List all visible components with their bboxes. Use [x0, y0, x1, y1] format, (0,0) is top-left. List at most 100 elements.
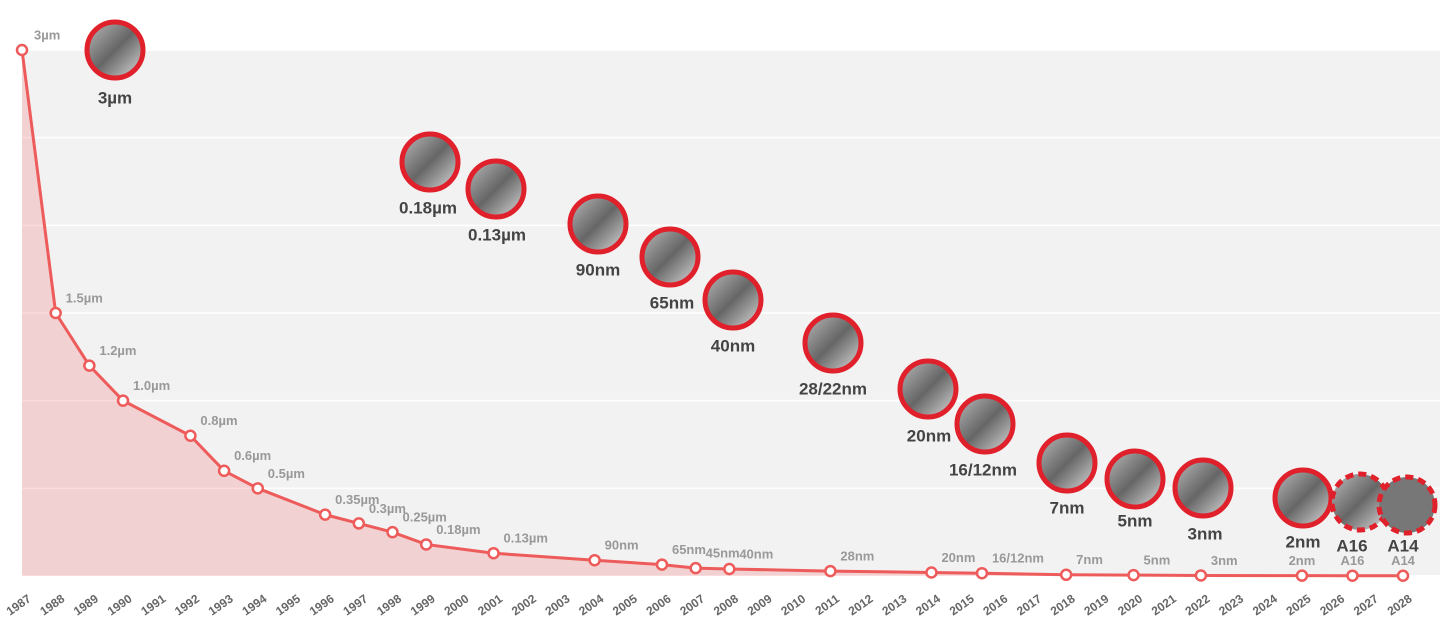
x-tick-label: 2000 — [442, 591, 472, 618]
x-tick-label: 1989 — [71, 591, 101, 618]
value-label: 65nm — [672, 542, 706, 557]
annotation: 90nm — [576, 260, 620, 279]
x-tick-label: 1990 — [105, 591, 135, 618]
point — [1059, 568, 1073, 582]
point — [925, 566, 938, 579]
value-label: 3nm — [1211, 553, 1238, 568]
annotation: 16/12nm — [949, 460, 1017, 479]
x-tick-label: 2017 — [1014, 591, 1044, 618]
x-tick-label: 2019 — [1081, 591, 1111, 618]
point — [386, 525, 399, 539]
point — [83, 359, 96, 372]
value-label: 0.25µm — [403, 510, 447, 525]
value-label: 3µm — [34, 27, 60, 42]
x-tick-label: 1992 — [172, 591, 202, 618]
point — [1194, 569, 1208, 582]
point — [318, 508, 332, 521]
x-tick-label: 2007 — [677, 591, 707, 618]
value-label: A16 — [1341, 553, 1365, 568]
node-image — [639, 226, 701, 288]
point — [116, 394, 130, 407]
point — [487, 546, 500, 560]
x-tick-label: 1988 — [37, 591, 67, 618]
annotation: 20nm — [907, 426, 951, 445]
x-tick-label: 2002 — [509, 591, 539, 618]
annotation: 40nm — [711, 336, 755, 355]
node-image — [702, 269, 764, 331]
value-label: 1.0µm — [133, 378, 170, 393]
x-tick-label: 2026 — [1317, 591, 1347, 618]
point — [1346, 569, 1359, 582]
x-tick-label: 2003 — [543, 591, 573, 618]
point — [1295, 569, 1309, 582]
node-image — [1036, 432, 1098, 494]
point — [1396, 569, 1410, 583]
point — [824, 564, 837, 578]
x-tick-label: 2020 — [1115, 591, 1145, 618]
point — [975, 566, 989, 580]
x-tick-label: 2011 — [813, 591, 843, 618]
node-image — [84, 19, 146, 81]
value-label: 28nm — [840, 549, 874, 564]
annotation: 3nm — [1188, 524, 1223, 543]
annotation: A16 — [1336, 536, 1367, 555]
annotation: 2nm — [1286, 532, 1321, 551]
value-label: 7nm — [1076, 552, 1103, 567]
value-label: A14 — [1391, 553, 1416, 568]
x-tick-label: 2016 — [980, 591, 1010, 618]
annotation: 3µm — [98, 88, 132, 107]
x-tick-label: 2008 — [711, 591, 741, 618]
value-label: 0.18µm — [436, 522, 480, 537]
value-label: 0.6µm — [234, 448, 271, 463]
point — [588, 553, 601, 567]
value-label: 20nm — [941, 550, 975, 565]
x-tick-label: 2014 — [913, 591, 943, 618]
node-image — [1376, 474, 1438, 536]
node-image — [897, 358, 959, 420]
annotation: 28/22nm — [799, 379, 867, 398]
annotation: A14 — [1387, 536, 1419, 555]
x-tick-label: 2027 — [1351, 591, 1381, 618]
value-label: 0.13µm — [504, 531, 548, 546]
x-tick-label: 1993 — [206, 591, 236, 618]
point — [217, 464, 231, 478]
value-label: 0.8µm — [200, 413, 237, 428]
node-image — [567, 193, 629, 255]
x-tick-label: 1996 — [307, 591, 337, 618]
x-tick-label: 1995 — [273, 591, 303, 618]
point — [419, 538, 433, 551]
x-tick-label: 1999 — [408, 591, 438, 618]
value-label: 1.2µm — [99, 343, 136, 358]
value-label: 45nm — [706, 546, 740, 561]
value-label: 0.3µm — [369, 501, 406, 516]
x-tick-label: 2009 — [745, 591, 775, 618]
x-tick-label: 2021 — [1149, 591, 1179, 618]
x-tick-label: 2028 — [1385, 591, 1415, 618]
x-tick-label: 2023 — [1216, 591, 1246, 618]
x-tick-label: 2012 — [846, 591, 876, 618]
x-tick-label: 2005 — [610, 591, 640, 618]
value-label: 90nm — [605, 538, 639, 553]
x-tick-label: 2006 — [644, 591, 674, 618]
x-tick-label: 2001 — [475, 591, 505, 618]
annotation: 0.13µm — [468, 225, 526, 244]
point — [1127, 568, 1140, 582]
value-label: 16/12nm — [992, 551, 1044, 566]
node-image — [802, 312, 864, 374]
node-image — [1172, 457, 1234, 519]
point — [352, 517, 366, 530]
x-tick-label: 2004 — [576, 591, 606, 618]
point — [184, 429, 197, 442]
point — [251, 482, 265, 495]
x-tick-label: 1991 — [138, 591, 168, 618]
value-label: 0.35µm — [335, 492, 379, 507]
node-image — [1272, 467, 1334, 529]
x-tick-label: 1987 — [4, 591, 34, 618]
annotation: 7nm — [1050, 498, 1085, 517]
x-tick-label: 2025 — [1284, 591, 1314, 618]
annotation: 65nm — [650, 293, 694, 312]
value-label: 5nm — [1144, 553, 1171, 568]
area — [22, 50, 1403, 576]
x-tick-label: 2018 — [1048, 591, 1078, 618]
